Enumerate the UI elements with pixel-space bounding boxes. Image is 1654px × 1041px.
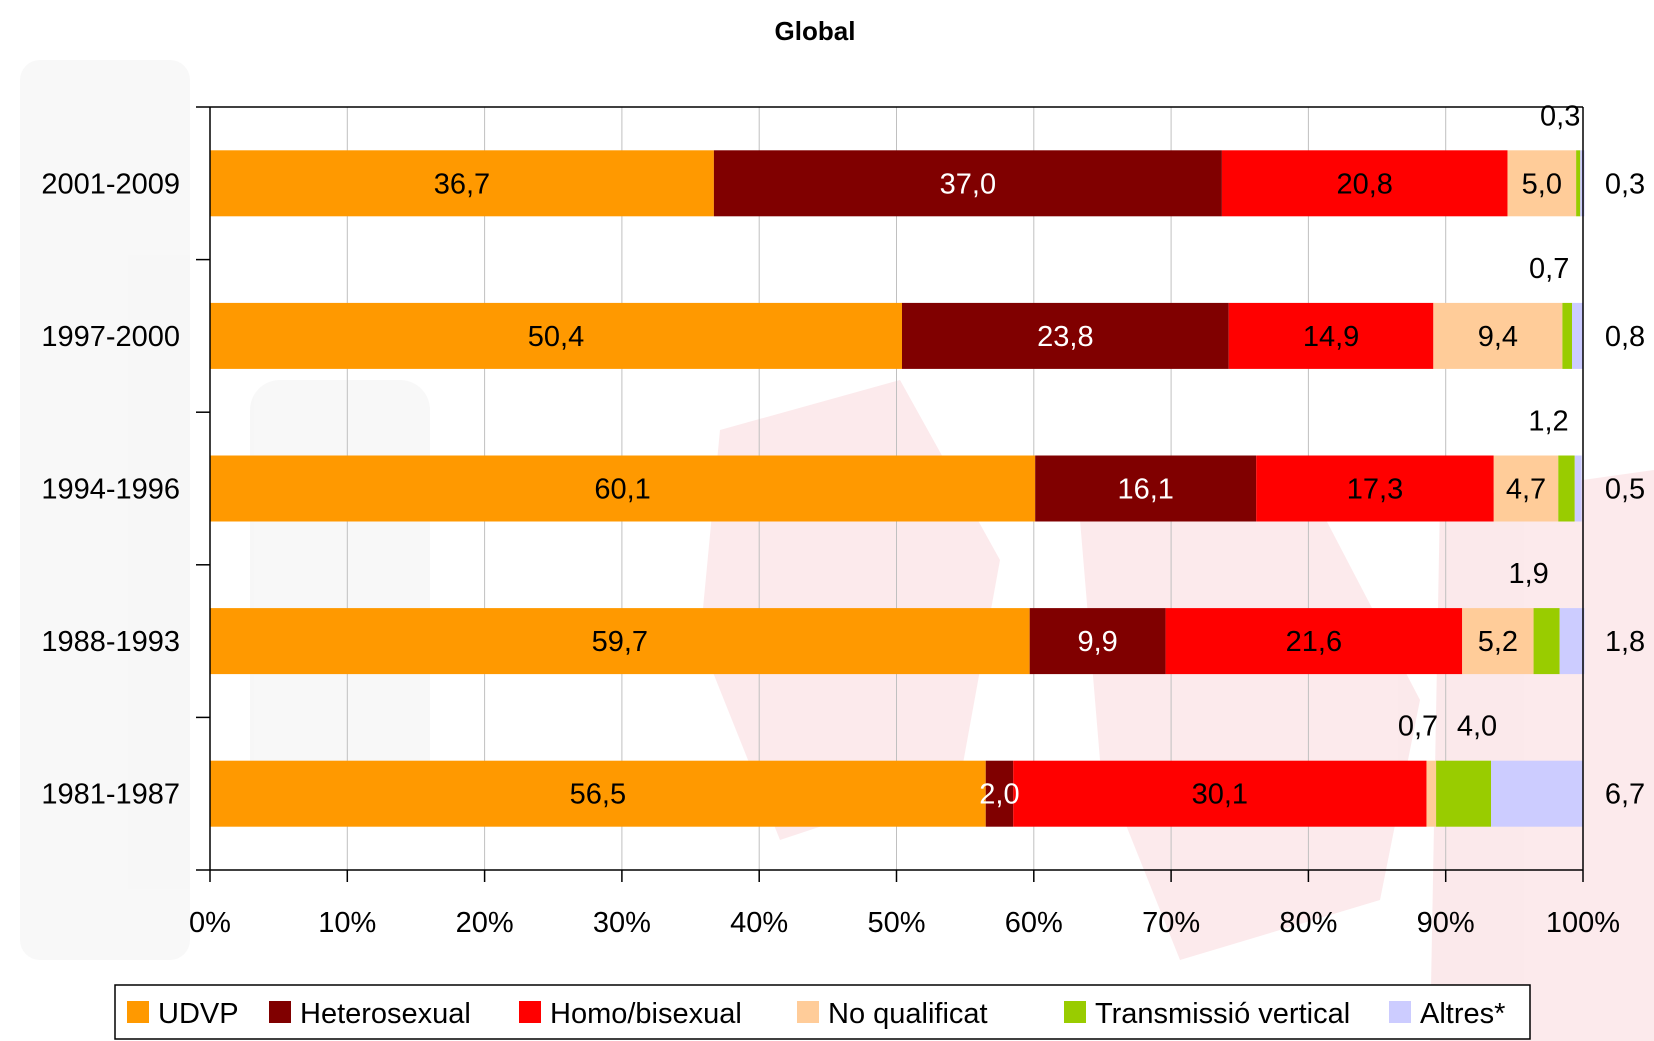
legend-label-heterosexual: Heterosexual [300, 998, 471, 1030]
data-label-udvp-1997-2000: 50,4 [528, 321, 584, 353]
bar-no-qualificat-1994-1996 [1493, 455, 1559, 522]
legend-swatch-homo-bisexual [519, 1001, 541, 1023]
data-label-homo-bisexual-1997-2000: 14,9 [1303, 321, 1359, 353]
data-label-homo-bisexual-1994-1996: 17,3 [1347, 474, 1403, 506]
x-tick-label-100: 100% [1546, 907, 1620, 939]
data-label-transmissi-vertical-1994-1996: 1,2 [1528, 406, 1568, 438]
x-tick-label-50: 50% [867, 907, 925, 939]
bar-udvp-2001-2009 [210, 150, 714, 217]
bar-altres-1997-2000 [1572, 302, 1583, 369]
data-label-homo-bisexual-1981-1987: 30,1 [1192, 779, 1248, 811]
bar-homo-bisexual-1981-1987 [1013, 760, 1427, 827]
bar-altres-1981-1987 [1491, 760, 1583, 827]
category-label-1997-2000: 1997-2000 [41, 321, 180, 353]
data-label-udvp-1988-1993: 59,7 [592, 626, 648, 658]
data-label-heterosexual-1997-2000: 23,8 [1037, 321, 1093, 353]
bar-altres-1988-1993 [1559, 608, 1585, 675]
data-label-heterosexual-1988-1993: 9,9 [1077, 626, 1117, 658]
data-label-udvp-1994-1996: 60,1 [594, 474, 650, 506]
bar-no-qualificat-1997-2000 [1433, 302, 1563, 369]
data-label-transmissi-vertical-1981-1987: 4,0 [1457, 711, 1497, 743]
data-label-no-qualificat-1988-1993: 5,2 [1478, 626, 1518, 658]
x-tick-label-40: 40% [730, 907, 788, 939]
bar-homo-bisexual-1994-1996 [1256, 455, 1494, 522]
bar-homo-bisexual-1997-2000 [1228, 302, 1434, 369]
data-label-homo-bisexual-1988-1993: 21,6 [1286, 626, 1342, 658]
bar-transmissi-vertical-1997-2000 [1562, 302, 1573, 369]
chart-title: Global [775, 16, 856, 46]
bar-transmissi-vertical-1981-1987 [1436, 760, 1492, 827]
bar-heterosexual-2001-2009 [713, 150, 1222, 217]
data-label-heterosexual-2001-2009: 37,0 [940, 168, 996, 200]
data-label-altres-1994-1996: 0,5 [1605, 474, 1645, 506]
data-label-altres-2001-2009: 0,3 [1605, 168, 1645, 200]
x-tick-label-70: 70% [1142, 907, 1200, 939]
bar-homo-bisexual-1988-1993 [1165, 608, 1463, 675]
legend-box [114, 984, 1531, 1040]
data-label-transmissi-vertical-2001-2009: 0,3 [1540, 100, 1580, 132]
bar-transmissi-vertical-1988-1993 [1533, 608, 1560, 675]
bar-no-qualificat-2001-2009 [1507, 150, 1577, 217]
x-tick-label-20: 20% [456, 907, 514, 939]
data-label-transmissi-vertical-1988-1993: 1,9 [1508, 558, 1548, 590]
legend-swatch-heterosexual [269, 1001, 291, 1023]
x-tick-label-90: 90% [1417, 907, 1475, 939]
data-label-heterosexual-1994-1996: 16,1 [1117, 474, 1173, 506]
data-label-udvp-2001-2009: 36,7 [434, 168, 490, 200]
bar-udvp-1997-2000 [210, 302, 902, 369]
legend-label-transmissi-vertical: Transmissió vertical [1095, 998, 1350, 1030]
data-label-transmissi-vertical-1997-2000: 0,7 [1529, 253, 1569, 285]
x-tick-label-30: 30% [593, 907, 651, 939]
bar-no-qualificat-1981-1987 [1426, 760, 1437, 827]
bar-heterosexual-1994-1996 [1035, 455, 1257, 522]
data-label-no-qualificat-2001-2009: 5,0 [1522, 168, 1562, 200]
data-label-heterosexual-1981-1987: 2,0 [979, 779, 1019, 811]
bar-homo-bisexual-2001-2009 [1221, 150, 1508, 217]
legend-label-homo-bisexual: Homo/bisexual [550, 998, 742, 1030]
legend-label-no-qualificat: No qualificat [828, 998, 988, 1030]
category-label-1994-1996: 1994-1996 [41, 474, 180, 506]
x-tick-label-0: 0% [189, 907, 231, 939]
data-label-no-qualificat-1994-1996: 4,7 [1506, 474, 1546, 506]
legend-swatch-udvp [127, 1001, 149, 1023]
x-tick-label-10: 10% [318, 907, 376, 939]
legend-swatch-transmissi-vertical [1064, 1001, 1086, 1023]
bar-heterosexual-1981-1987 [985, 760, 1014, 827]
bar-altres-1994-1996 [1574, 455, 1582, 522]
bar-udvp-1994-1996 [210, 455, 1036, 522]
bar-heterosexual-1988-1993 [1029, 608, 1166, 675]
data-labels: 36,7 37,0 20,8 5,0 0,3 0,3 50,4 23,8 14,9 9,4 0,8 0… [434, 100, 1645, 810]
legend-label-altres: Altres* [1420, 998, 1505, 1030]
axes: 2001-2009 1997-2000 1994-1996 1988-1993 1981… [41, 106, 1620, 939]
legend-label-udvp: UDVP [158, 998, 239, 1030]
bar-heterosexual-1997-2000 [901, 302, 1229, 369]
bar-transmissi-vertical-2001-2009 [1576, 150, 1581, 217]
bar-transmissi-vertical-1994-1996 [1558, 455, 1575, 522]
x-tick-label-60: 60% [1005, 907, 1063, 939]
data-label-homo-bisexual-2001-2009: 20,8 [1336, 168, 1392, 200]
data-label-altres-1988-1993: 1,8 [1605, 626, 1645, 658]
legend-swatch-no-qualificat [797, 1001, 819, 1023]
category-label-2001-2009: 2001-2009 [41, 168, 180, 200]
data-label-altres-1997-2000: 0,8 [1605, 321, 1645, 353]
bars [210, 150, 1585, 827]
category-label-1988-1993: 1988-1993 [41, 626, 180, 658]
bar-udvp-1988-1993 [210, 608, 1030, 675]
x-tick-label-80: 80% [1279, 907, 1337, 939]
legend: UDVP Heterosexual Homo/bisexual No qualific… [114, 984, 1531, 1040]
bar-udvp-1981-1987 [210, 760, 986, 827]
data-label-no-qualificat-1981-1987: 0,7 [1398, 711, 1438, 743]
data-label-no-qualificat-1997-2000: 9,4 [1478, 321, 1518, 353]
data-label-udvp-1981-1987: 56,5 [570, 779, 626, 811]
legend-swatch-altres [1389, 1001, 1411, 1023]
category-label-1981-1987: 1981-1987 [41, 779, 180, 811]
data-label-altres-1981-1987: 6,7 [1605, 779, 1645, 811]
bar-no-qualificat-1988-1993 [1462, 608, 1534, 675]
